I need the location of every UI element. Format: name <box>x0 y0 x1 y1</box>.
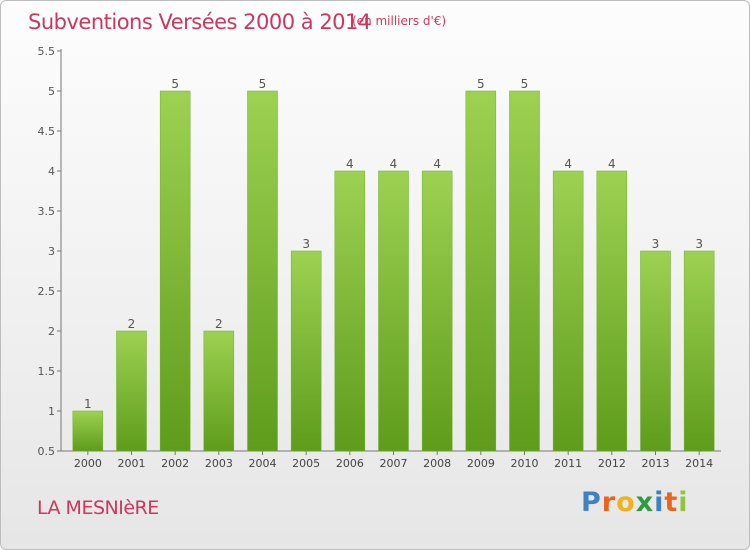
y-tick-label: 2.5 <box>38 285 56 298</box>
data-label: 5 <box>521 77 529 91</box>
bar-2007 <box>379 171 409 451</box>
x-tick-label: 2003 <box>205 457 233 470</box>
bar-2001 <box>117 331 147 451</box>
data-label: 4 <box>433 157 441 171</box>
bar-2008 <box>422 171 452 451</box>
x-tick-label: 2004 <box>249 457 277 470</box>
data-label: 5 <box>171 77 179 91</box>
y-tick-label: 3.5 <box>38 205 56 218</box>
bar-2013 <box>641 251 671 451</box>
bar-2011 <box>553 171 583 451</box>
logo-letter: o <box>616 487 636 518</box>
x-tick-label: 2014 <box>685 457 713 470</box>
data-label: 5 <box>259 77 267 91</box>
proxiti-logo[interactable]: Proxiti <box>581 487 689 518</box>
data-label: 1 <box>84 397 92 411</box>
logo-letter: P <box>581 487 602 518</box>
x-tick-label: 2010 <box>511 457 539 470</box>
data-label: 2 <box>215 317 223 331</box>
x-tick-label: 2007 <box>380 457 408 470</box>
y-tick-label: 5 <box>48 85 55 98</box>
bar-2000 <box>73 411 103 451</box>
y-tick-label: 2 <box>48 325 55 338</box>
x-tick-label: 2013 <box>642 457 670 470</box>
x-tick-label: 2006 <box>336 457 364 470</box>
data-label: 2 <box>128 317 136 331</box>
logo-letter: i <box>678 487 688 518</box>
data-label: 4 <box>390 157 398 171</box>
data-label: 4 <box>608 157 616 171</box>
y-tick-label: 4.5 <box>38 125 56 138</box>
logo-letter: x <box>636 487 654 518</box>
y-tick-label: 3 <box>48 245 55 258</box>
x-tick-label: 2009 <box>467 457 495 470</box>
x-tick-label: 2008 <box>423 457 451 470</box>
data-label: 3 <box>695 237 703 251</box>
bar-2002 <box>160 91 190 451</box>
data-label: 4 <box>564 157 572 171</box>
data-label: 3 <box>652 237 660 251</box>
place-name: LA MESNIèRE <box>37 497 159 519</box>
x-tick-label: 2011 <box>554 457 582 470</box>
bar-2014 <box>684 251 714 451</box>
bar-2012 <box>597 171 627 451</box>
data-label: 5 <box>477 77 485 91</box>
bar-2004 <box>248 91 278 451</box>
logo-letter: t <box>664 487 678 518</box>
x-tick-label: 2000 <box>74 457 102 470</box>
y-tick-label: 1 <box>48 405 55 418</box>
data-label: 3 <box>302 237 310 251</box>
logo-letter: i <box>654 487 664 518</box>
y-tick-label: 0.5 <box>38 445 56 458</box>
bar-2010 <box>510 91 540 451</box>
bars <box>73 91 714 451</box>
x-tick-label: 2001 <box>118 457 146 470</box>
bar-2006 <box>335 171 365 451</box>
data-label: 4 <box>346 157 354 171</box>
bar-2009 <box>466 91 496 451</box>
logo-letter: r <box>602 487 616 518</box>
y-tick-label: 4 <box>48 165 55 178</box>
x-tick-label: 2002 <box>161 457 189 470</box>
bar-2005 <box>291 251 321 451</box>
x-tick-label: 2005 <box>292 457 320 470</box>
x-tick-label: 2012 <box>598 457 626 470</box>
y-tick-label: 1.5 <box>38 365 56 378</box>
y-tick-label: 5.5 <box>38 45 56 58</box>
bar-2003 <box>204 331 234 451</box>
